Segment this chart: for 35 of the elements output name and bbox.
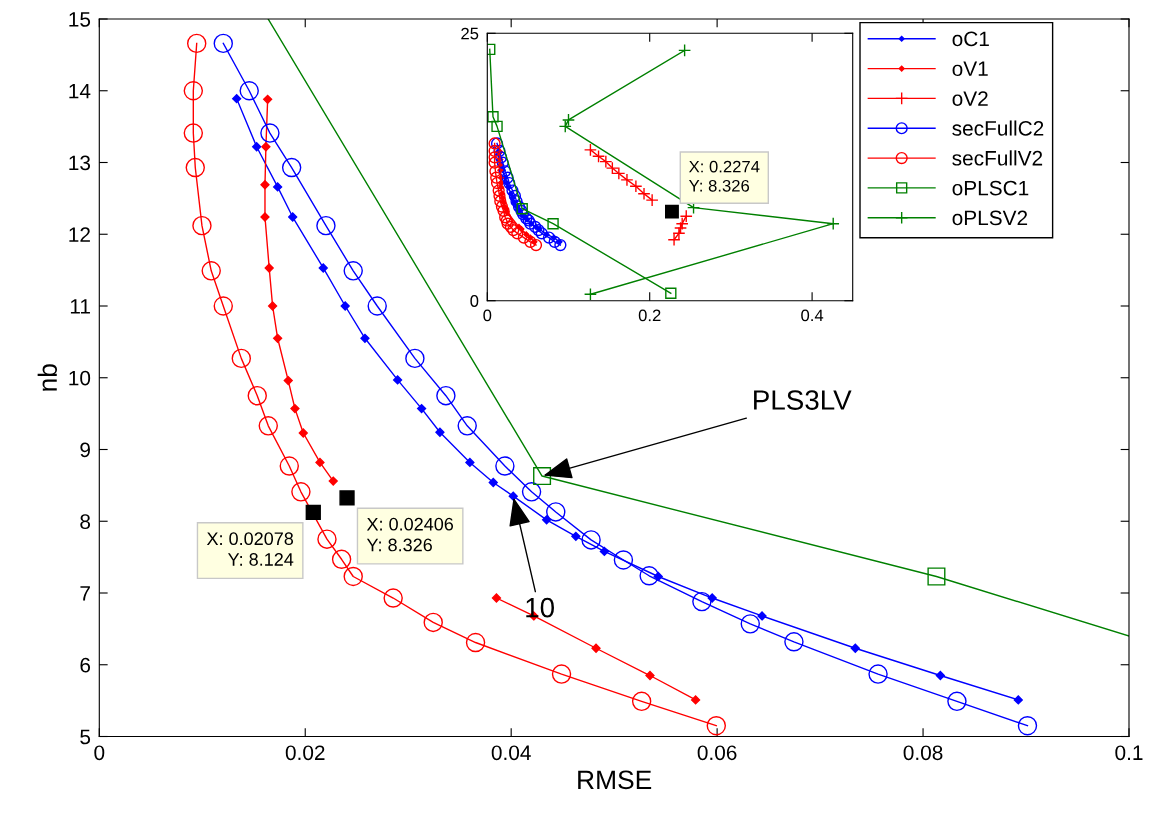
legend-label: secFullV2	[952, 150, 1043, 166]
x-tick-label: 0	[94, 745, 105, 761]
x-tick-label: 0.4	[801, 309, 824, 322]
x-tick-label: 0.2	[638, 309, 661, 322]
legend-label: oV2	[952, 91, 988, 106]
y-tick-label: 10	[69, 370, 91, 386]
y-tick-label: 7	[80, 586, 90, 601]
legend-label: oPLSV2	[952, 210, 1028, 226]
x-tick-label: 0.06	[697, 745, 737, 761]
y-tick-label: 13	[69, 155, 91, 171]
x-tick-label: 0.08	[903, 745, 943, 761]
y-tick-label: 9	[80, 442, 90, 458]
y-tick-label: 8	[80, 514, 91, 529]
y-axis-title: nb	[37, 364, 58, 391]
y-tick-label: 25	[461, 27, 479, 40]
x-axis-title: RMSE	[578, 770, 652, 790]
annotation: PLS3LV	[754, 390, 852, 410]
x-tick-label: 0.02	[285, 745, 325, 761]
legend-label: oV1	[952, 61, 988, 77]
annotation: 10	[526, 597, 554, 618]
y-tick-label: 11	[70, 299, 90, 314]
annotation: X: 0.02078 Y: 8.124	[206, 532, 294, 566]
y-tick-label: 15	[69, 12, 91, 27]
legend-label: oC1	[952, 31, 989, 47]
x-tick-label: 0.1	[1115, 745, 1143, 761]
annotation: X: 0.02406 Y: 8.326	[366, 517, 454, 552]
y-tick-label: 6	[80, 657, 91, 673]
x-tick-label: 0.04	[491, 745, 531, 761]
x-tick-label: 0	[483, 309, 492, 322]
y-tick-label: 12	[69, 227, 90, 242]
annotation: X: 0.2274 Y: 8.326	[688, 160, 760, 192]
legend-label: oPLSC1	[952, 180, 1029, 196]
y-tick-label: 14	[69, 83, 91, 99]
legend-label: secFullC2	[952, 120, 1044, 136]
y-tick-label: 5	[80, 729, 91, 745]
